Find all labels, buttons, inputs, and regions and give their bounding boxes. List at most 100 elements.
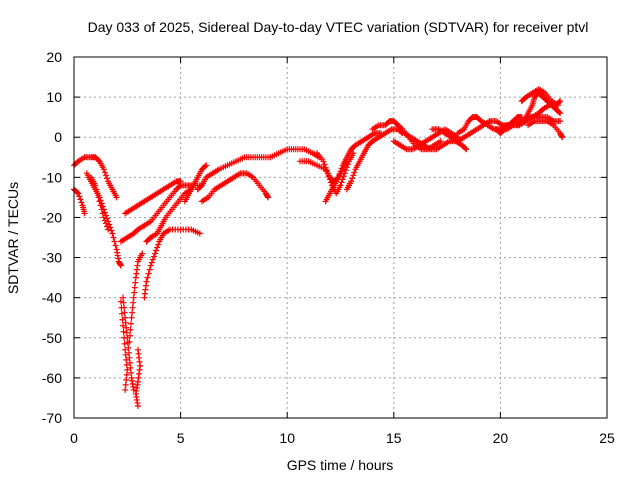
data-point (128, 320, 135, 327)
series-arc-29 (518, 86, 561, 109)
data-point (95, 157, 102, 164)
y-tick-label: 10 (46, 89, 62, 105)
series-arc-14 (198, 170, 272, 205)
data-point (126, 354, 133, 361)
series-arc-31 (493, 114, 525, 137)
data-point (75, 190, 82, 197)
series-arc-20 (343, 126, 406, 193)
data-point (110, 234, 117, 241)
data-point (112, 242, 119, 249)
plot-frame (73, 56, 608, 419)
series-arc-2 (71, 154, 120, 201)
data-point (338, 179, 345, 186)
data-point (125, 349, 132, 356)
x-tick-label: 15 (386, 430, 402, 446)
data-point (126, 338, 133, 345)
data-point (125, 344, 132, 351)
data-point (118, 310, 125, 317)
data-point (203, 162, 210, 169)
x-tick-label: 0 (70, 430, 78, 446)
data-point (117, 298, 124, 305)
data-point (557, 110, 564, 117)
data-point (337, 182, 344, 189)
data-point (129, 309, 136, 316)
data-point (145, 270, 152, 277)
data-point (120, 294, 127, 301)
y-tick-label: -10 (42, 169, 62, 185)
data-points (71, 86, 566, 409)
series-arc-19 (322, 130, 385, 205)
data-point (143, 278, 150, 285)
data-point (518, 114, 525, 121)
series-arc-13 (194, 154, 274, 193)
y-tick-label: 20 (46, 49, 62, 65)
y-axis-label: SDTVAR / TECUs (5, 182, 21, 294)
data-point (120, 328, 127, 335)
data-point (77, 196, 84, 203)
data-point (322, 164, 329, 171)
data-point (123, 324, 130, 331)
data-point (104, 223, 111, 230)
data-point (123, 376, 130, 383)
data-point (123, 361, 130, 368)
data-point (129, 304, 136, 311)
data-point (76, 193, 83, 200)
data-point (102, 172, 109, 179)
data-point (123, 371, 130, 378)
data-point (118, 304, 125, 311)
y-tick-label: 0 (54, 129, 62, 145)
x-tick-label: 20 (493, 430, 509, 446)
x-tick-label: 10 (279, 430, 295, 446)
data-point (149, 256, 156, 263)
data-point (398, 125, 405, 132)
series-arc-11 (122, 178, 184, 217)
data-point (122, 381, 129, 388)
data-point (78, 199, 85, 206)
series-arc-30 (525, 118, 566, 141)
data-point (105, 226, 112, 233)
series-arc-7 (126, 250, 146, 345)
data-point (349, 175, 356, 182)
data-point (122, 351, 129, 358)
data-point (130, 294, 137, 301)
data-point (144, 274, 151, 281)
data-point (344, 161, 351, 168)
data-point (81, 210, 88, 217)
series-arc-24 (429, 118, 493, 145)
y-tick-label: -70 (42, 410, 62, 426)
data-point (265, 194, 272, 201)
data-point (100, 166, 107, 173)
data-point (122, 386, 129, 393)
data-point (343, 164, 350, 171)
data-point (351, 169, 358, 176)
data-point (350, 172, 357, 179)
series-arc-6 (117, 298, 131, 393)
data-point (339, 176, 346, 183)
data-point (324, 170, 331, 177)
data-point (131, 284, 138, 291)
data-point (327, 179, 334, 186)
y-tick-labels: -70 -60 -50 -40 -30 -20 -10 0 10 20 (42, 49, 62, 426)
data-point (99, 210, 106, 217)
data-point (92, 182, 99, 189)
data-point (124, 366, 131, 373)
data-point (122, 346, 129, 353)
y-tick-label: -40 (42, 290, 62, 306)
data-point (127, 364, 134, 371)
data-point (121, 309, 128, 316)
axis-ticks (73, 56, 608, 419)
data-point (326, 176, 333, 183)
data-point (104, 175, 111, 182)
data-point (148, 259, 155, 266)
data-point (94, 190, 101, 197)
data-point (119, 316, 126, 323)
data-point (97, 202, 104, 209)
data-point (147, 262, 154, 269)
data-point (122, 319, 129, 326)
series-arc-16 (267, 146, 323, 161)
data-point (202, 163, 209, 170)
data-point (113, 194, 120, 201)
data-point (123, 329, 130, 336)
data-point (128, 369, 135, 376)
